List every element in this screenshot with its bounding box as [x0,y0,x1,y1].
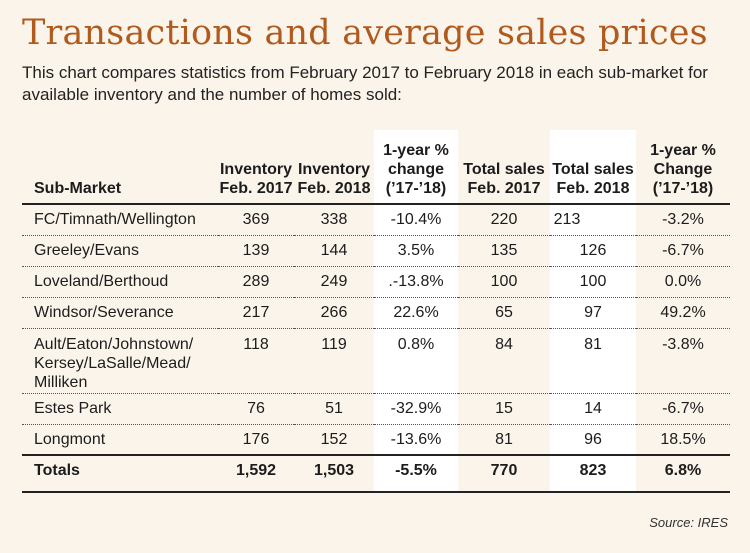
table-cell: 338 [294,204,374,236]
table-cell: -10.4% [374,204,458,236]
table-cell: 97 [550,297,636,329]
table-cell: -6.7% [636,235,730,267]
table-header-row: Sub-Market Inventory Feb. 2017 Inventory… [22,130,730,205]
column-header: Total sales Feb. 2017 [458,130,550,205]
table-cell: 119 [294,328,374,394]
table-cell: Loveland/Berthoud [22,266,218,298]
column-header: Inventory Feb. 2017 [218,130,294,205]
table-cell: Longmont [22,424,218,456]
table-cell: 15 [458,393,550,425]
table-cell: 1,592 [218,454,294,493]
column-header: 1-year % Change (’17-’18) [636,130,730,205]
table-cell: Totals [22,454,218,493]
table-cell: 6.8% [636,454,730,493]
table-cell: 369 [218,204,294,236]
table-cell: 1,503 [294,454,374,493]
table-cell: 3.5% [374,235,458,267]
table-cell: 18.5% [636,424,730,456]
table-cell: -6.7% [636,393,730,425]
table-cell: Estes Park [22,393,218,425]
table-row: Longmont 176 152 -13.6% 81 96 18.5% [22,424,730,456]
table-row: FC/Timnath/Wellington 369 338 -10.4% 220… [22,204,730,236]
table-cell: 100 [550,266,636,298]
column-header: 1-year % change (’17-’18) [374,130,458,205]
table-cell: 176 [218,424,294,456]
table-cell: -13.6% [374,424,458,456]
table-cell: 0.8% [374,328,458,394]
table-cell: 65 [458,297,550,329]
table-row: Windsor/Severance 217 266 22.6% 65 97 49… [22,297,730,329]
table-cell: 220 [458,204,550,236]
table-cell: 0.0% [636,266,730,298]
table-cell: 126 [550,235,636,267]
table-cell: 14 [550,393,636,425]
table-cell: 152 [294,424,374,456]
table-cell: 266 [294,297,374,329]
table-cell: 81 [550,328,636,394]
table-row: Ault/Eaton/Johnstown/ Kersey/LaSalle/Mea… [22,328,730,394]
table-cell: 213 [550,204,636,236]
page-subtitle: This chart compares statistics from Febr… [22,63,708,104]
table-cell: Ault/Eaton/Johnstown/ Kersey/LaSalle/Mea… [22,328,218,394]
table-cell: 139 [218,235,294,267]
data-table: Sub-Market Inventory Feb. 2017 Inventory… [22,130,730,493]
table-cell: 135 [458,235,550,267]
page-title: Transactions and average sales prices [22,13,708,53]
table-row: Greeley/Evans 139 144 3.5% 135 126 -6.7% [22,235,730,267]
table-cell: 249 [294,266,374,298]
table-cell: -5.5% [374,454,458,493]
table-cell: 770 [458,454,550,493]
column-header: Sub-Market [22,130,218,205]
table-cell: -32.9% [374,393,458,425]
table-cell: 823 [550,454,636,493]
table-cell: 217 [218,297,294,329]
table-cell-value: 213 [553,211,581,228]
column-header: Total sales Feb. 2018 [550,130,636,205]
header: Transactions and average sales prices Th… [22,10,730,106]
table-cell: 100 [458,266,550,298]
table-cell: 22.6% [374,297,458,329]
table-cell: .-13.8% [374,266,458,298]
table-row: Estes Park 76 51 -32.9% 15 14 -6.7% [22,393,730,425]
table-row: Loveland/Berthoud 289 249 .-13.8% 100 10… [22,266,730,298]
table-cell: -3.8% [636,328,730,394]
table-cell: 289 [218,266,294,298]
table-cell: -3.2% [636,204,730,236]
table-cell: 118 [218,328,294,394]
table-cell: 49.2% [636,297,730,329]
table-cell: Greeley/Evans [22,235,218,267]
table-cell: 84 [458,328,550,394]
table-cell: FC/Timnath/Wellington [22,204,218,236]
totals-row: Totals 1,592 1,503 -5.5% 770 823 6.8% [22,454,730,493]
table-cell: 51 [294,393,374,425]
column-header: Inventory Feb. 2018 [294,130,374,205]
table-cell: 96 [550,424,636,456]
source-note: Source: IRES [649,515,728,530]
table-cell: Windsor/Severance [22,297,218,329]
table-cell: 144 [294,235,374,267]
table-cell: 76 [218,393,294,425]
table-cell: 81 [458,424,550,456]
